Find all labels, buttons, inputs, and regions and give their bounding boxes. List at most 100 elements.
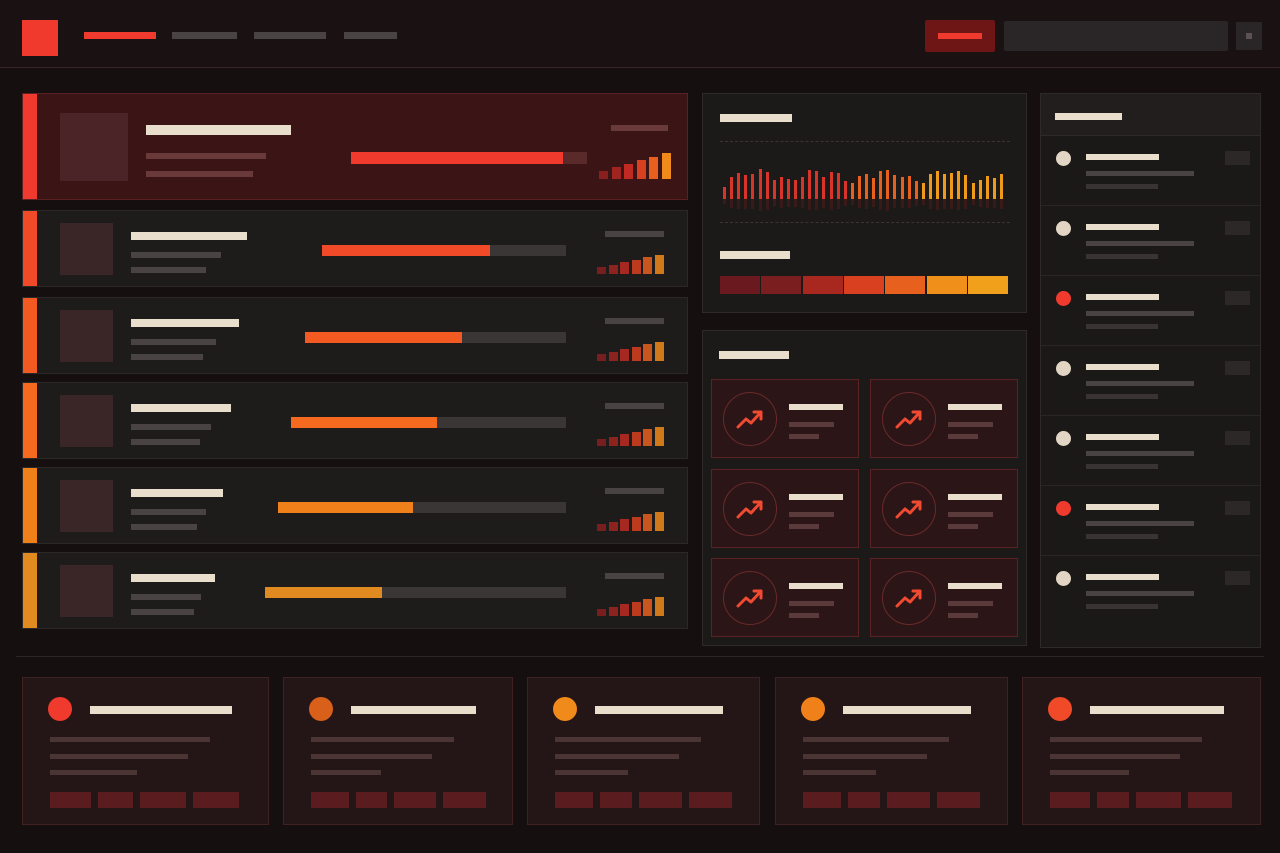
spark-shadow xyxy=(936,199,939,211)
card-tag[interactable] xyxy=(689,792,733,808)
row-label xyxy=(605,488,664,494)
metric-card[interactable] xyxy=(870,379,1018,458)
metric-title xyxy=(948,404,1002,410)
summary-card[interactable] xyxy=(22,677,269,825)
list-row[interactable] xyxy=(22,467,688,544)
card-tag[interactable] xyxy=(803,792,842,808)
progress-fill xyxy=(351,152,564,164)
nav-item[interactable] xyxy=(344,32,397,39)
summary-card[interactable] xyxy=(775,677,1008,825)
metric-card[interactable] xyxy=(870,558,1018,637)
card-tag[interactable] xyxy=(393,792,437,808)
card-tag[interactable] xyxy=(311,792,349,808)
spark-shadow xyxy=(779,199,783,208)
metric-line xyxy=(789,512,834,517)
side-item[interactable] xyxy=(1041,346,1260,416)
list-row[interactable] xyxy=(22,297,688,374)
row-subtitle xyxy=(131,524,197,530)
spark-shadow xyxy=(971,199,975,206)
card-tag[interactable] xyxy=(848,792,881,808)
metric-card[interactable] xyxy=(711,558,859,637)
mini-bar xyxy=(620,519,629,531)
side-item[interactable] xyxy=(1041,556,1260,626)
metric-icon xyxy=(882,571,936,625)
spark-shadow xyxy=(786,199,790,207)
list-row[interactable] xyxy=(22,93,688,200)
metric-title xyxy=(948,583,1002,589)
card-tag[interactable] xyxy=(600,792,633,808)
card-tag[interactable] xyxy=(1096,792,1130,808)
nav-item[interactable] xyxy=(172,32,237,39)
menu-button[interactable] xyxy=(1236,22,1262,50)
spark-bar xyxy=(928,173,932,199)
mini-bar xyxy=(654,512,664,531)
progress-fill xyxy=(322,245,491,256)
metric-icon xyxy=(882,392,936,446)
side-item[interactable] xyxy=(1041,486,1260,556)
side-item[interactable] xyxy=(1041,276,1260,346)
side-item[interactable] xyxy=(1041,136,1260,206)
item-line xyxy=(1086,451,1194,456)
list-row[interactable] xyxy=(22,552,688,629)
spark-bar xyxy=(808,170,812,199)
side-item[interactable] xyxy=(1041,416,1260,486)
spark-bar xyxy=(857,175,861,199)
search-field[interactable] xyxy=(1004,21,1228,51)
logo[interactable] xyxy=(22,20,58,56)
metric-card[interactable] xyxy=(711,469,859,548)
card-line xyxy=(555,770,628,775)
metric-line xyxy=(789,613,819,618)
summary-card[interactable] xyxy=(1022,677,1261,825)
spark-shadow xyxy=(723,199,726,204)
spark-bar xyxy=(914,180,918,199)
card-tag[interactable] xyxy=(443,792,486,808)
spark-shadow xyxy=(992,199,996,208)
spark-bar xyxy=(850,183,854,199)
spark-shadow xyxy=(751,199,755,210)
item-line xyxy=(1086,324,1158,329)
card-tag[interactable] xyxy=(192,792,240,808)
summary-card[interactable] xyxy=(283,677,513,825)
summary-card[interactable] xyxy=(527,677,760,825)
card-title xyxy=(595,706,723,714)
spark-bar xyxy=(978,180,982,199)
nav-item[interactable] xyxy=(254,32,326,39)
card-tag[interactable] xyxy=(1187,792,1233,808)
card-tag[interactable] xyxy=(1136,792,1181,808)
row-label xyxy=(605,318,664,324)
card-tag[interactable] xyxy=(1050,792,1090,808)
icon-panel xyxy=(702,330,1027,646)
metric-line xyxy=(948,524,978,529)
grid-line xyxy=(720,141,1010,142)
row-thumbnail xyxy=(60,310,113,362)
list-row[interactable] xyxy=(22,210,688,287)
card-tag[interactable] xyxy=(355,792,387,808)
list-row[interactable] xyxy=(22,382,688,459)
card-line xyxy=(803,770,876,775)
card-tag[interactable] xyxy=(50,792,92,808)
card-tag[interactable] xyxy=(937,792,981,808)
card-tag[interactable] xyxy=(555,792,594,808)
menu-dot xyxy=(1246,33,1252,39)
metric-line xyxy=(948,613,978,618)
spark-bar xyxy=(943,174,947,199)
item-title xyxy=(1086,574,1159,580)
mini-bar xyxy=(608,521,618,531)
mini-bar xyxy=(643,344,652,361)
mini-bar xyxy=(597,267,606,274)
side-item[interactable] xyxy=(1041,206,1260,276)
card-tag[interactable] xyxy=(98,792,133,808)
nav-item[interactable] xyxy=(84,32,156,39)
metric-card[interactable] xyxy=(711,379,859,458)
metric-card[interactable] xyxy=(870,469,1018,548)
action-button[interactable] xyxy=(925,20,995,52)
row-label xyxy=(605,231,664,237)
card-tag[interactable] xyxy=(639,792,683,808)
card-tag[interactable] xyxy=(887,792,931,808)
spark-bar xyxy=(886,169,890,199)
mini-bar xyxy=(643,514,652,531)
mini-bar xyxy=(643,599,652,616)
card-tag[interactable] xyxy=(139,792,186,808)
